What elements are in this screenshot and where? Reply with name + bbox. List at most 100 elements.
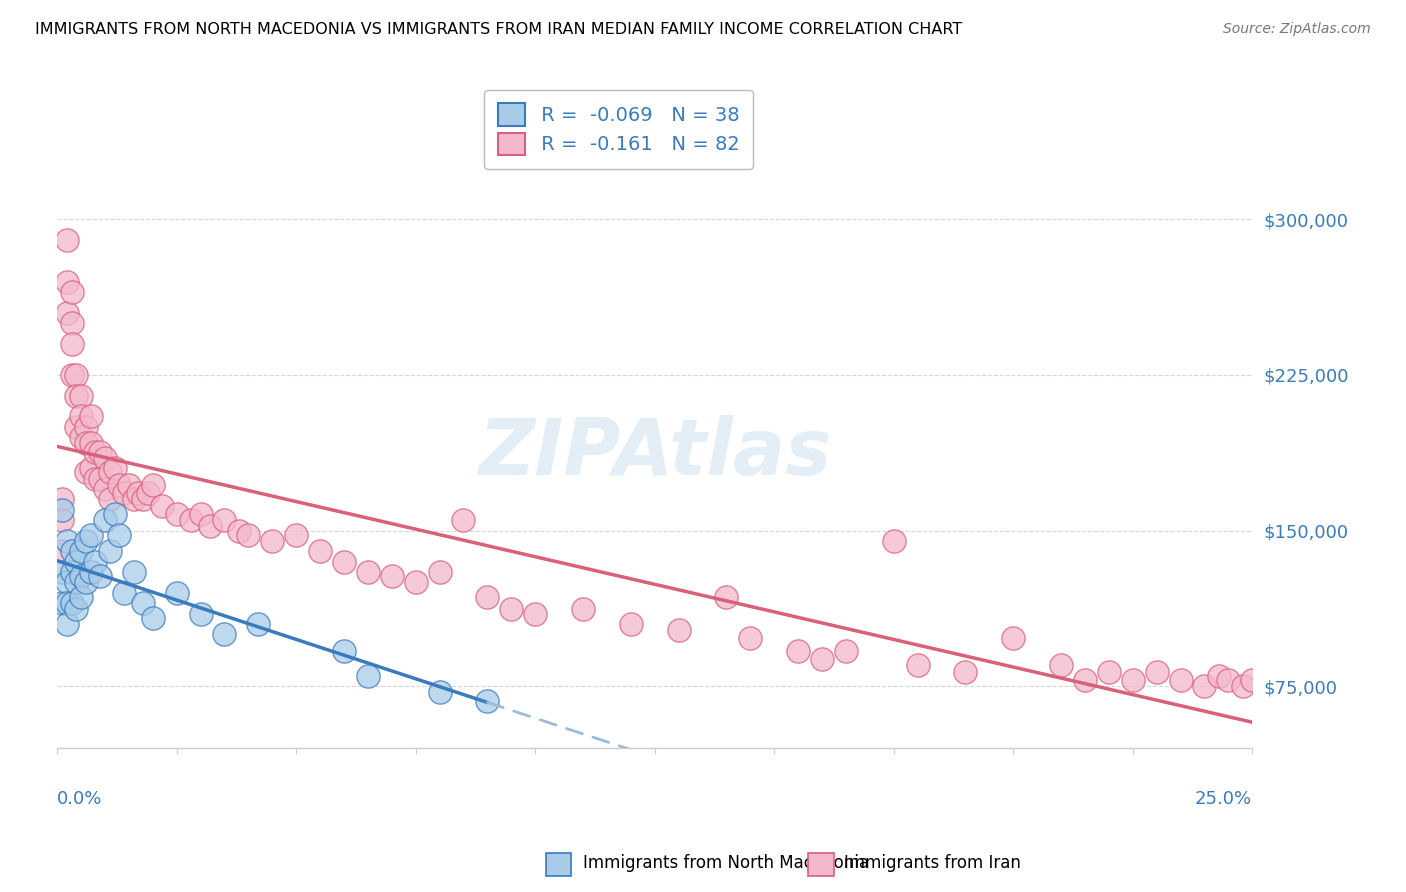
Point — [740, 632, 762, 646]
Point — [166, 586, 188, 600]
Point — [84, 472, 107, 486]
Point — [98, 492, 121, 507]
Point — [1002, 632, 1025, 646]
Point — [55, 233, 77, 247]
Point — [122, 492, 145, 507]
Point — [190, 507, 212, 521]
Point — [75, 575, 97, 590]
Point — [89, 472, 111, 486]
Point — [955, 665, 977, 679]
Point — [285, 527, 308, 541]
Point — [180, 513, 202, 527]
Point — [142, 478, 165, 492]
Point — [65, 575, 87, 590]
Point — [262, 533, 284, 548]
Point — [94, 450, 117, 465]
Point — [429, 685, 451, 699]
Point — [89, 444, 111, 458]
Point — [150, 499, 173, 513]
Point — [79, 461, 101, 475]
Point — [1241, 673, 1264, 687]
Point — [70, 569, 93, 583]
Point — [70, 409, 93, 424]
Point — [70, 389, 93, 403]
Text: ZIPAtlas: ZIPAtlas — [478, 415, 831, 491]
Point — [79, 436, 101, 450]
Point — [198, 519, 221, 533]
Point — [477, 590, 499, 604]
Text: 0.0%: 0.0% — [58, 790, 103, 808]
Point — [51, 596, 73, 610]
Point — [142, 611, 165, 625]
Point — [51, 503, 73, 517]
Point — [55, 596, 77, 610]
Point — [75, 436, 97, 450]
Point — [70, 590, 93, 604]
Point — [1146, 665, 1168, 679]
Point — [60, 285, 83, 299]
Point — [357, 669, 380, 683]
Text: Source: ZipAtlas.com: Source: ZipAtlas.com — [1223, 22, 1371, 37]
Point — [55, 533, 77, 548]
Point — [94, 513, 117, 527]
Point — [787, 644, 810, 658]
Point — [65, 368, 87, 382]
Point — [70, 430, 93, 444]
Point — [70, 544, 93, 558]
Point — [166, 507, 188, 521]
Point — [132, 492, 155, 507]
Point — [79, 565, 101, 579]
Point — [572, 602, 595, 616]
Point — [65, 602, 87, 616]
Point — [75, 419, 97, 434]
Text: Immigrants from North Macedonia: Immigrants from North Macedonia — [583, 855, 869, 872]
Point — [89, 569, 111, 583]
Point — [60, 336, 83, 351]
Point — [55, 306, 77, 320]
Point — [228, 524, 250, 538]
Point — [1170, 673, 1192, 687]
Point — [620, 617, 643, 632]
Point — [883, 533, 905, 548]
Point — [103, 461, 125, 475]
Point — [65, 389, 87, 403]
Point — [1122, 673, 1144, 687]
Point — [132, 596, 155, 610]
Point — [453, 513, 475, 527]
Point — [405, 575, 427, 590]
Point — [357, 565, 380, 579]
Point — [60, 316, 83, 330]
Point — [51, 544, 73, 558]
Point — [60, 565, 83, 579]
Point — [214, 513, 236, 527]
Point — [94, 482, 117, 496]
Point — [238, 527, 260, 541]
Point — [51, 513, 73, 527]
Point — [65, 555, 87, 569]
Point — [668, 623, 690, 637]
Point — [136, 486, 159, 500]
Point — [55, 275, 77, 289]
Point — [477, 694, 499, 708]
Text: IMMIGRANTS FROM NORTH MACEDONIA VS IMMIGRANTS FROM IRAN MEDIAN FAMILY INCOME COR: IMMIGRANTS FROM NORTH MACEDONIA VS IMMIG… — [35, 22, 962, 37]
Point — [907, 658, 929, 673]
Point — [75, 466, 97, 480]
Text: 25.0%: 25.0% — [1195, 790, 1253, 808]
Point — [108, 478, 131, 492]
Point — [51, 492, 73, 507]
Point — [835, 644, 858, 658]
Point — [214, 627, 236, 641]
Point — [84, 444, 107, 458]
Point — [429, 565, 451, 579]
Point — [51, 565, 73, 579]
Legend:  R =  -0.069   N = 38,  R =  -0.161   N = 82: R = -0.069 N = 38, R = -0.161 N = 82 — [485, 90, 754, 169]
Point — [127, 486, 149, 500]
Point — [84, 555, 107, 569]
Point — [1208, 669, 1230, 683]
Point — [60, 596, 83, 610]
Point — [112, 586, 135, 600]
Point — [103, 507, 125, 521]
Point — [60, 368, 83, 382]
Point — [333, 555, 356, 569]
Point — [98, 466, 121, 480]
